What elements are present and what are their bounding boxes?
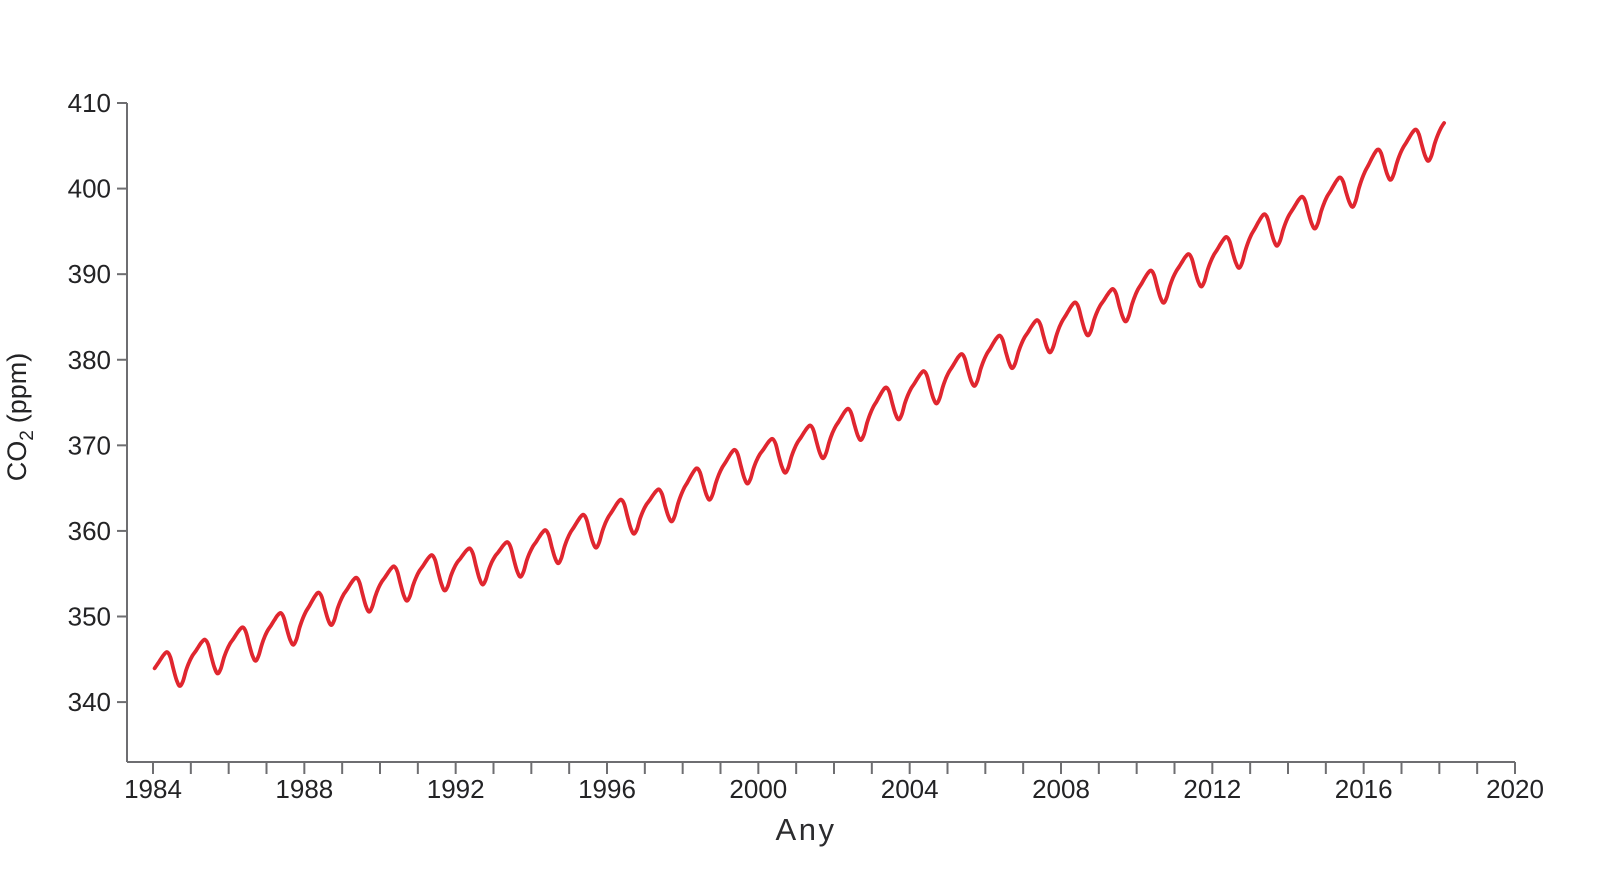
y-tick-label: 360	[68, 516, 111, 546]
x-tick-label: 1996	[578, 774, 636, 804]
y-tick-label: 380	[68, 345, 111, 375]
x-tick-label: 1992	[427, 774, 485, 804]
axes-layer: 340 350 360 370 380 390 400 410 1984 1988 1992 1996…	[68, 88, 1544, 804]
y-tick-label: 340	[68, 687, 111, 717]
x-tick-label: 2012	[1183, 774, 1241, 804]
x-tick-label: 2016	[1335, 774, 1393, 804]
x-tick-label: 2000	[729, 774, 787, 804]
x-tick-label: 1984	[124, 774, 182, 804]
y-tick-label: 400	[68, 174, 111, 204]
y-axis-title-unit: (ppm)	[2, 353, 32, 424]
x-axis-title: Any	[776, 812, 837, 847]
series-layer	[152, 121, 1446, 688]
co2-data-line	[152, 121, 1446, 688]
x-tick-label: 2020	[1486, 774, 1544, 804]
x-tick-label: 2004	[881, 774, 939, 804]
y-tick-label: 350	[68, 602, 111, 632]
y-axis-title-subscript: 2	[17, 430, 38, 441]
y-axis-title-main: CO	[2, 441, 32, 482]
y-axis-title: CO2 (ppm)	[2, 353, 38, 482]
y-tick-label: 410	[68, 88, 111, 118]
x-tick-label: 1988	[275, 774, 333, 804]
y-tick-label: 390	[68, 259, 111, 289]
y-tick-label: 370	[68, 430, 111, 460]
x-tick-label: 2008	[1032, 774, 1090, 804]
